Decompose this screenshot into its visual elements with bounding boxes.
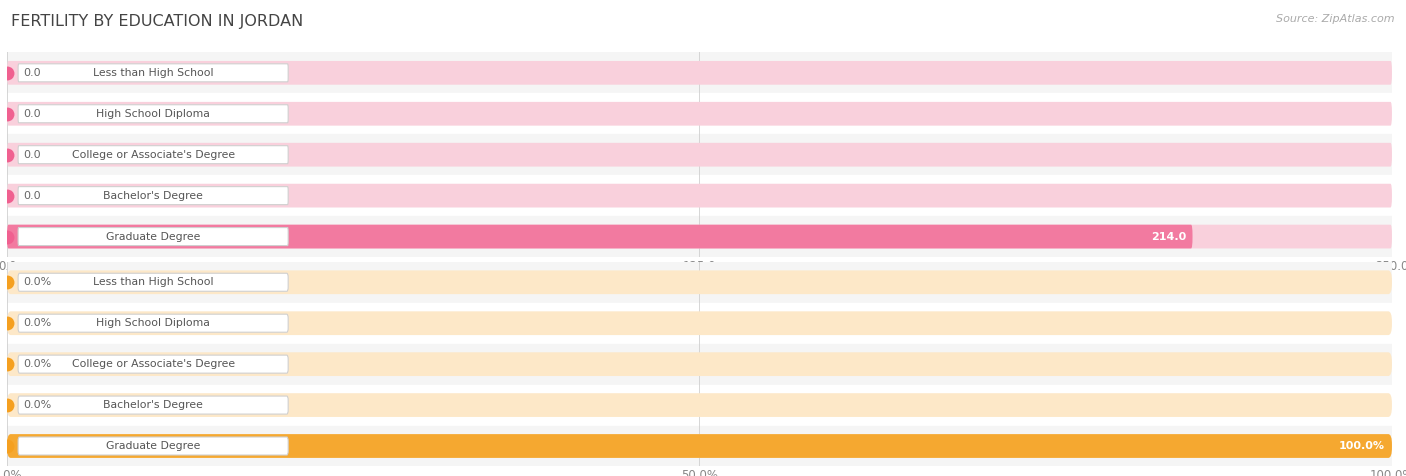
FancyBboxPatch shape xyxy=(7,102,1392,126)
Text: Source: ZipAtlas.com: Source: ZipAtlas.com xyxy=(1277,14,1395,24)
Text: 0.0%: 0.0% xyxy=(24,400,52,410)
FancyBboxPatch shape xyxy=(7,270,1392,294)
FancyBboxPatch shape xyxy=(7,352,1392,376)
Text: Less than High School: Less than High School xyxy=(93,68,214,78)
Bar xyxy=(7,134,1392,175)
Text: 0.0%: 0.0% xyxy=(24,318,52,328)
Text: 0.0: 0.0 xyxy=(24,190,41,201)
FancyBboxPatch shape xyxy=(7,225,1392,248)
Bar xyxy=(7,426,1392,466)
FancyBboxPatch shape xyxy=(7,393,1392,417)
FancyBboxPatch shape xyxy=(18,355,288,373)
Text: College or Associate's Degree: College or Associate's Degree xyxy=(72,359,235,369)
Text: 0.0: 0.0 xyxy=(24,149,41,160)
Text: 214.0: 214.0 xyxy=(1152,231,1187,242)
FancyBboxPatch shape xyxy=(18,396,288,414)
FancyBboxPatch shape xyxy=(18,228,288,246)
FancyBboxPatch shape xyxy=(18,273,288,291)
Bar xyxy=(7,216,1392,257)
Text: Bachelor's Degree: Bachelor's Degree xyxy=(103,190,202,201)
Bar xyxy=(7,385,1392,426)
Text: FERTILITY BY EDUCATION IN JORDAN: FERTILITY BY EDUCATION IN JORDAN xyxy=(11,14,304,30)
FancyBboxPatch shape xyxy=(18,437,288,455)
Text: High School Diploma: High School Diploma xyxy=(96,318,209,328)
Bar xyxy=(7,262,1392,303)
Bar xyxy=(7,303,1392,344)
FancyBboxPatch shape xyxy=(7,143,1392,167)
FancyBboxPatch shape xyxy=(7,225,1192,248)
FancyBboxPatch shape xyxy=(7,61,1392,85)
Text: Graduate Degree: Graduate Degree xyxy=(105,441,200,451)
FancyBboxPatch shape xyxy=(18,64,288,82)
FancyBboxPatch shape xyxy=(18,314,288,332)
Text: 0.0%: 0.0% xyxy=(24,359,52,369)
FancyBboxPatch shape xyxy=(18,187,288,205)
Bar xyxy=(7,175,1392,216)
Bar xyxy=(7,52,1392,93)
FancyBboxPatch shape xyxy=(7,434,1392,458)
Bar xyxy=(7,344,1392,385)
Text: College or Associate's Degree: College or Associate's Degree xyxy=(72,149,235,160)
Text: 100.0%: 100.0% xyxy=(1339,441,1385,451)
FancyBboxPatch shape xyxy=(18,105,288,123)
Bar xyxy=(7,93,1392,134)
FancyBboxPatch shape xyxy=(7,184,1392,208)
Text: Bachelor's Degree: Bachelor's Degree xyxy=(103,400,202,410)
Text: 0.0%: 0.0% xyxy=(24,277,52,288)
Text: 0.0: 0.0 xyxy=(24,68,41,78)
FancyBboxPatch shape xyxy=(7,434,1392,458)
FancyBboxPatch shape xyxy=(7,311,1392,335)
Text: 0.0: 0.0 xyxy=(24,109,41,119)
Text: Graduate Degree: Graduate Degree xyxy=(105,231,200,242)
Text: High School Diploma: High School Diploma xyxy=(96,109,209,119)
Text: Less than High School: Less than High School xyxy=(93,277,214,288)
FancyBboxPatch shape xyxy=(18,146,288,164)
